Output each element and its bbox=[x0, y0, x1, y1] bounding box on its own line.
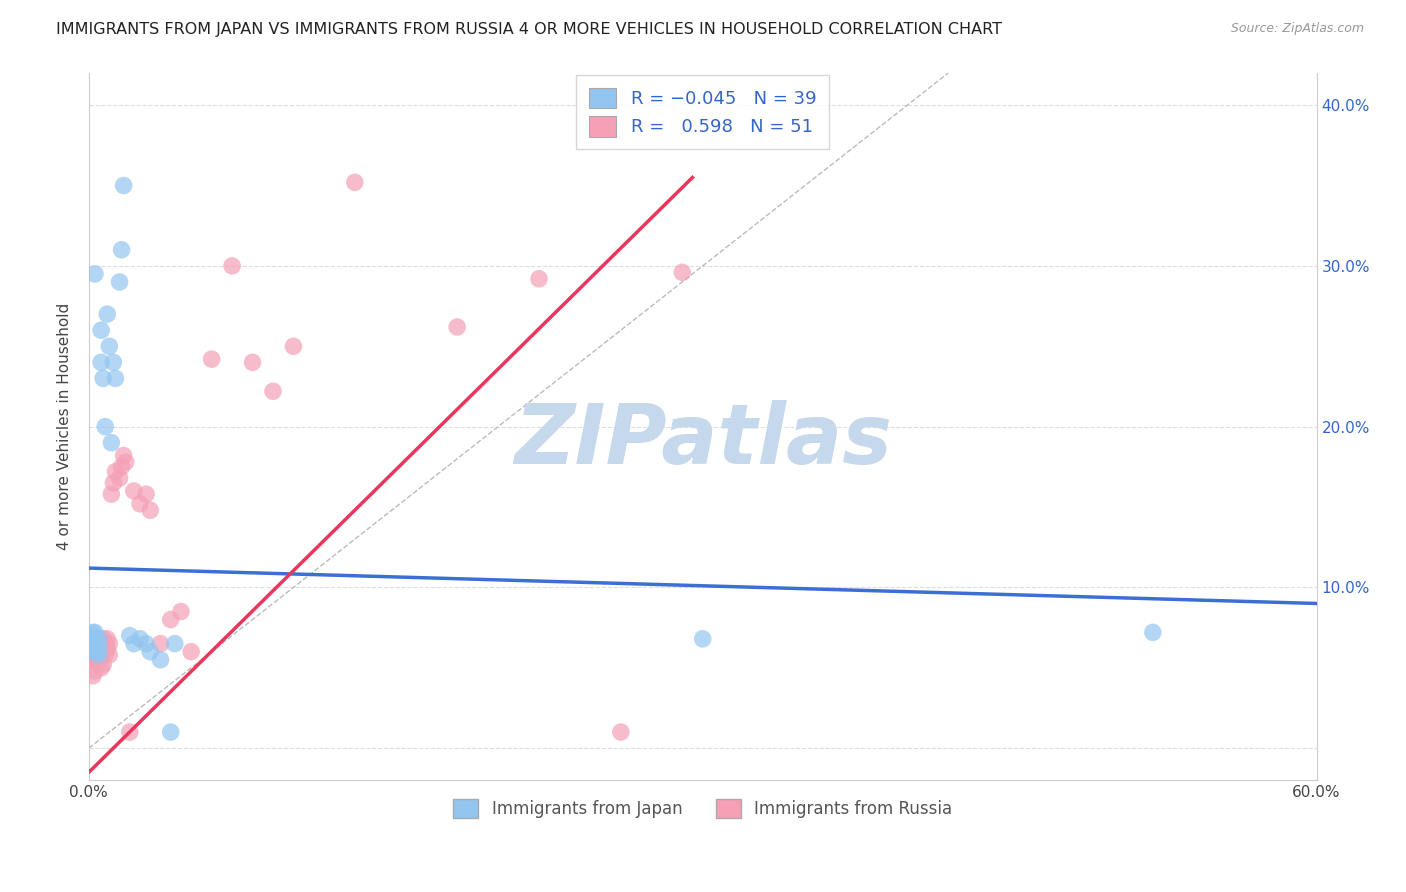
Point bbox=[139, 503, 162, 517]
Point bbox=[527, 271, 550, 285]
Point bbox=[87, 632, 110, 646]
Point bbox=[108, 275, 131, 289]
Point bbox=[122, 637, 145, 651]
Point bbox=[135, 637, 157, 651]
Point bbox=[90, 637, 112, 651]
Point bbox=[91, 371, 114, 385]
Point bbox=[84, 637, 107, 651]
Point bbox=[94, 637, 117, 651]
Point bbox=[110, 243, 132, 257]
Point bbox=[149, 653, 172, 667]
Point bbox=[80, 629, 103, 643]
Point bbox=[110, 459, 132, 474]
Point bbox=[96, 307, 118, 321]
Point bbox=[84, 267, 107, 281]
Point bbox=[82, 653, 104, 667]
Point bbox=[82, 669, 104, 683]
Text: Source: ZipAtlas.com: Source: ZipAtlas.com bbox=[1230, 22, 1364, 36]
Point bbox=[112, 178, 135, 193]
Point bbox=[80, 632, 103, 646]
Point bbox=[94, 648, 117, 662]
Point bbox=[86, 641, 108, 656]
Y-axis label: 4 or more Vehicles in Household: 4 or more Vehicles in Household bbox=[58, 303, 72, 550]
Point bbox=[82, 625, 104, 640]
Point bbox=[91, 657, 114, 672]
Point bbox=[343, 175, 366, 189]
Point bbox=[80, 645, 103, 659]
Point bbox=[80, 637, 103, 651]
Point bbox=[87, 645, 110, 659]
Point bbox=[98, 648, 121, 662]
Point bbox=[242, 355, 264, 369]
Point bbox=[84, 653, 107, 667]
Point bbox=[201, 352, 224, 367]
Point bbox=[446, 320, 468, 334]
Point bbox=[80, 653, 103, 667]
Point bbox=[1142, 625, 1164, 640]
Point bbox=[118, 725, 141, 739]
Point bbox=[283, 339, 305, 353]
Point bbox=[163, 637, 186, 651]
Point bbox=[135, 487, 157, 501]
Point bbox=[98, 339, 121, 353]
Point bbox=[90, 661, 112, 675]
Point bbox=[108, 471, 131, 485]
Point bbox=[82, 645, 104, 659]
Point bbox=[86, 648, 108, 662]
Point bbox=[84, 625, 107, 640]
Point bbox=[84, 641, 107, 656]
Point bbox=[671, 265, 693, 279]
Point bbox=[129, 632, 152, 646]
Point bbox=[98, 637, 121, 651]
Point bbox=[87, 648, 110, 662]
Point bbox=[149, 637, 172, 651]
Point bbox=[610, 725, 633, 739]
Point bbox=[103, 355, 125, 369]
Legend: Immigrants from Japan, Immigrants from Russia: Immigrants from Japan, Immigrants from R… bbox=[447, 792, 959, 825]
Point bbox=[84, 664, 107, 678]
Point bbox=[86, 637, 108, 651]
Point bbox=[129, 497, 152, 511]
Point bbox=[86, 645, 108, 659]
Point bbox=[90, 355, 112, 369]
Point bbox=[104, 465, 127, 479]
Point bbox=[692, 632, 714, 646]
Point bbox=[170, 605, 193, 619]
Point bbox=[90, 323, 112, 337]
Point bbox=[82, 632, 104, 646]
Point bbox=[87, 637, 110, 651]
Point bbox=[159, 725, 181, 739]
Point bbox=[100, 487, 122, 501]
Point bbox=[112, 449, 135, 463]
Point bbox=[221, 259, 243, 273]
Point bbox=[96, 632, 118, 646]
Point bbox=[84, 632, 107, 646]
Point bbox=[139, 645, 162, 659]
Point bbox=[96, 641, 118, 656]
Point bbox=[114, 455, 136, 469]
Point bbox=[86, 632, 108, 646]
Point bbox=[180, 645, 202, 659]
Point bbox=[87, 641, 110, 656]
Point bbox=[118, 629, 141, 643]
Point bbox=[90, 648, 112, 662]
Point bbox=[82, 645, 104, 659]
Point bbox=[159, 613, 181, 627]
Point bbox=[104, 371, 127, 385]
Point bbox=[103, 475, 125, 490]
Point bbox=[122, 483, 145, 498]
Point bbox=[82, 637, 104, 651]
Point bbox=[91, 632, 114, 646]
Text: IMMIGRANTS FROM JAPAN VS IMMIGRANTS FROM RUSSIA 4 OR MORE VEHICLES IN HOUSEHOLD : IMMIGRANTS FROM JAPAN VS IMMIGRANTS FROM… bbox=[56, 22, 1002, 37]
Text: ZIPatlas: ZIPatlas bbox=[513, 401, 891, 482]
Point bbox=[87, 653, 110, 667]
Point bbox=[94, 419, 117, 434]
Point bbox=[100, 435, 122, 450]
Point bbox=[84, 645, 107, 659]
Point bbox=[262, 384, 284, 399]
